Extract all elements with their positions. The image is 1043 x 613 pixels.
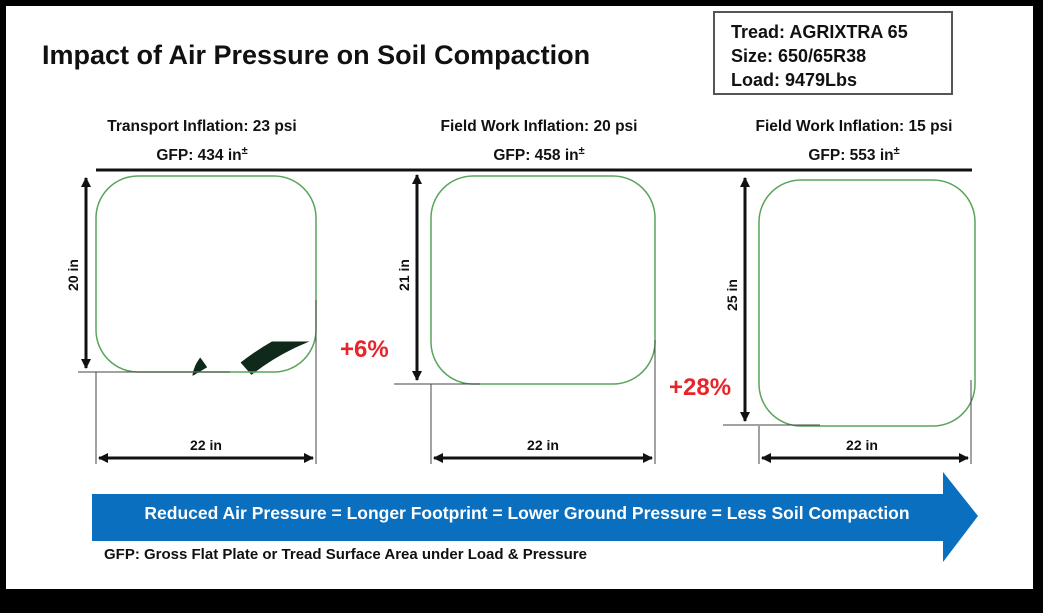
- summary-arrow: [92, 472, 978, 562]
- gfp-label: GFP: 553 in±: [808, 145, 900, 165]
- tire-footprint-icon: [759, 180, 984, 426]
- footnote: GFP: Gross Flat Plate or Tread Surface A…: [104, 546, 587, 563]
- width-label: 22 in: [190, 437, 222, 453]
- footprint-outline: [430, 175, 656, 385]
- tire-footprint-icon: [431, 176, 666, 388]
- spec-tread: Tread: AGRIXTRA 65: [731, 22, 908, 42]
- spec-size: Size: 650/65R38: [731, 46, 867, 66]
- inflation-label: Field Work Inflation: 15 psi: [755, 118, 953, 135]
- width-label: 22 in: [527, 437, 559, 453]
- height-label: 25 in: [724, 279, 740, 311]
- inflation-label: Field Work Inflation: 20 psi: [440, 118, 638, 135]
- infographic-frame: [6, 6, 1033, 589]
- height-label: 21 in: [396, 259, 412, 291]
- tire-spec-box: Tread: AGRIXTRA 65 Size: 650/65R38 Load:…: [713, 11, 953, 95]
- height-label: 20 in: [65, 259, 81, 291]
- column-header-field-15: Field Work Inflation: 15 psi GFP: 553 in…: [704, 115, 1004, 168]
- inflation-label: Transport Inflation: 23 psi: [107, 118, 297, 135]
- tire-footprint-icon: [192, 341, 330, 376]
- gfp-label: GFP: 458 in±: [493, 145, 585, 165]
- gfp-label: GFP: 434 in±: [156, 145, 248, 165]
- spec-load: Load: 9479Lbs: [731, 70, 858, 90]
- width-label: 22 in: [846, 437, 878, 453]
- increase-label-15psi: +28%: [669, 374, 732, 401]
- column-header-field-20: Field Work Inflation: 20 psi GFP: 458 in…: [389, 115, 689, 168]
- footprint-outline: [758, 179, 976, 427]
- increase-label-20psi: +6%: [340, 336, 389, 363]
- column-header-transport: Transport Inflation: 23 psi GFP: 434 in±: [52, 115, 352, 168]
- summary-arrow-text: Reduced Air Pressure = Longer Footprint …: [144, 503, 910, 523]
- page-title: Impact of Air Pressure on Soil Compactio…: [42, 40, 591, 70]
